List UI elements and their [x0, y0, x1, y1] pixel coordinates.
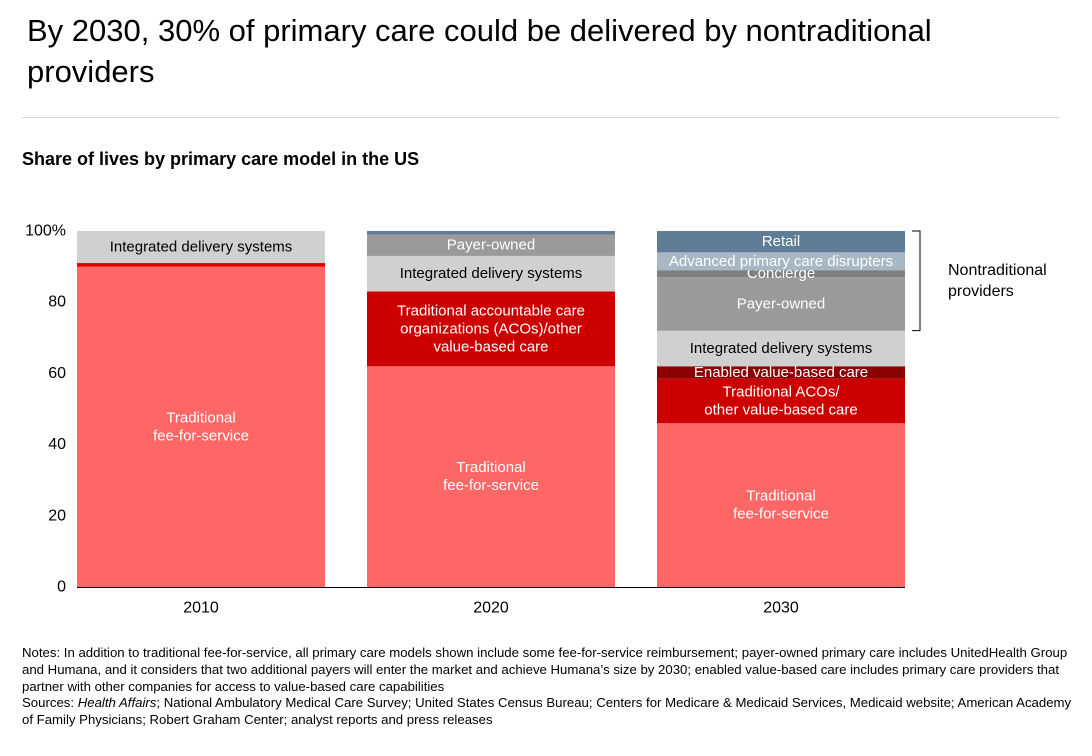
x-tick-label: 2030	[763, 600, 799, 617]
y-tick-label: 0	[57, 579, 66, 596]
bar-segment	[367, 366, 615, 587]
nontraditional-bracket	[912, 230, 921, 332]
segment-label: Payer-owned	[447, 237, 535, 254]
chart-title: Share of lives by primary care model in …	[22, 149, 420, 169]
y-tick-label: 20	[48, 507, 66, 524]
x-tick-label: 2010	[183, 600, 219, 617]
segment-label: Traditional fee-for-service	[443, 459, 539, 494]
page-title: By 2030, 30% of primary care could be de…	[27, 13, 932, 89]
y-tick-label: 100%	[25, 223, 66, 240]
bar-segment	[367, 231, 615, 235]
segment-label: Traditional ACOs/other value-based care	[704, 383, 857, 418]
y-tick-label: 80	[48, 294, 66, 311]
bar-segment	[77, 263, 325, 267]
stacked-bar-chart: 0 20 40 60 80 100% Traditional fee-for-service I…	[25, 223, 1047, 617]
segment-label: Advanced primary care disrupters	[669, 253, 893, 270]
segment-label: Enabled value-based care	[694, 364, 868, 381]
bar-segment	[657, 252, 905, 271]
segment-label: Traditional fee-for-service	[733, 488, 829, 523]
sources-text: Sources: Health Affairs; National Ambula…	[22, 695, 1072, 729]
bar-segment	[77, 231, 325, 264]
bracket-label: Nontraditional providers	[948, 262, 1047, 300]
segment-label: Payer-owned	[737, 295, 825, 312]
bar-segment	[657, 330, 905, 367]
sources-prefix: Sources:	[22, 695, 78, 711]
sources-rest: ; National Ambulatory Medical Care Surve…	[22, 695, 1072, 728]
bar-segment	[657, 366, 905, 379]
segment-label: Integrated delivery systems	[690, 340, 873, 357]
title-divider	[22, 117, 1059, 118]
sources-italic: Health Affairs	[77, 695, 157, 711]
bar-segment	[367, 255, 615, 292]
bar-segment	[657, 231, 905, 253]
bar-segment	[367, 291, 615, 367]
bar-segment	[657, 423, 905, 587]
bar-segment	[367, 234, 615, 256]
bar-segment	[77, 266, 325, 587]
y-tick-label: 40	[48, 436, 66, 453]
segment-label: Integrated delivery systems	[400, 265, 583, 282]
segment-label: Retail	[762, 233, 800, 250]
notes-text: Notes: In addition to traditional fee-fo…	[22, 645, 1068, 694]
x-tick-label: 2020	[473, 600, 509, 617]
bar-segment	[657, 378, 905, 424]
bar-segment	[657, 277, 905, 331]
segment-label: Traditional fee-for-service	[153, 409, 249, 444]
segment-label: Integrated delivery systems	[110, 239, 293, 256]
bar-segment	[657, 270, 905, 278]
y-tick-label: 60	[48, 365, 66, 382]
notes-block: Notes: In addition to traditional fee-fo…	[22, 645, 1072, 729]
segment-label: Traditional accountable care organization…	[397, 302, 585, 355]
